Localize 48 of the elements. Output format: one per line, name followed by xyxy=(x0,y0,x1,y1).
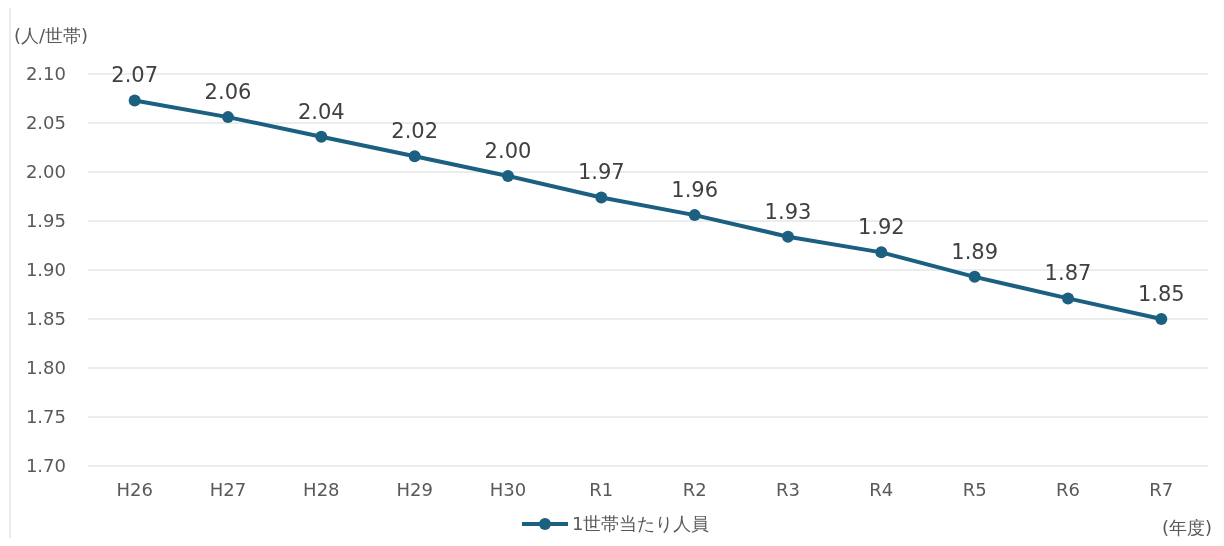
y-tick-label: 2.00 xyxy=(25,161,66,183)
x-tick-label: R7 xyxy=(1149,479,1174,500)
point xyxy=(595,191,608,204)
point xyxy=(222,111,234,124)
point xyxy=(1062,292,1074,305)
x-tick-label: R6 xyxy=(1056,479,1080,500)
legend-label: 1世帯当たり人員 xyxy=(572,513,710,535)
x-tick-label: R2 xyxy=(682,479,707,500)
data-label: 2.06 xyxy=(204,80,252,105)
data-label: 1.87 xyxy=(1044,261,1092,286)
y-tick-label: 1.85 xyxy=(25,308,66,330)
y-tick-label: 2.05 xyxy=(25,112,66,134)
data-label: 1.92 xyxy=(857,215,905,240)
data-label: 1.85 xyxy=(1137,282,1185,306)
point xyxy=(782,230,794,243)
x-axis-title: (年度) xyxy=(1161,517,1212,538)
y-tick-label: 1.95 xyxy=(25,210,66,232)
point xyxy=(315,130,328,143)
y-tick-label: 2.10 xyxy=(25,63,66,85)
point xyxy=(1155,313,1168,325)
x-tick-label: R3 xyxy=(776,479,800,500)
x-tick-label: R1 xyxy=(589,479,614,500)
y-tick-label: 1.75 xyxy=(25,406,66,428)
y-tick-label: 1.70 xyxy=(25,455,66,477)
point xyxy=(408,150,421,163)
data-label: 1.97 xyxy=(577,160,625,185)
data-label: 2.04 xyxy=(297,99,345,124)
point xyxy=(502,169,514,182)
point xyxy=(128,94,141,107)
data-label: 2.00 xyxy=(484,138,532,163)
data-label: 1.96 xyxy=(671,178,719,203)
y-tick-label: 1.90 xyxy=(25,259,66,281)
x-tick-label: H28 xyxy=(303,479,340,500)
x-tick-label: H30 xyxy=(489,479,527,500)
point xyxy=(875,246,888,259)
point xyxy=(968,270,981,283)
data-label: 2.02 xyxy=(391,119,439,144)
x-tick-label: H26 xyxy=(116,479,153,500)
y-axis-title: (人/世帯) xyxy=(14,25,89,46)
x-tick-label: R5 xyxy=(962,479,987,500)
data-label: 1.89 xyxy=(951,239,999,264)
x-tick-label: H27 xyxy=(209,479,247,500)
x-tick-label: H29 xyxy=(396,479,433,500)
data-label: 2.07 xyxy=(111,63,159,88)
y-tick-label: 1.80 xyxy=(25,357,66,379)
point xyxy=(688,209,701,222)
x-tick-label: R4 xyxy=(869,479,894,500)
data-label: 1.93 xyxy=(764,199,812,224)
